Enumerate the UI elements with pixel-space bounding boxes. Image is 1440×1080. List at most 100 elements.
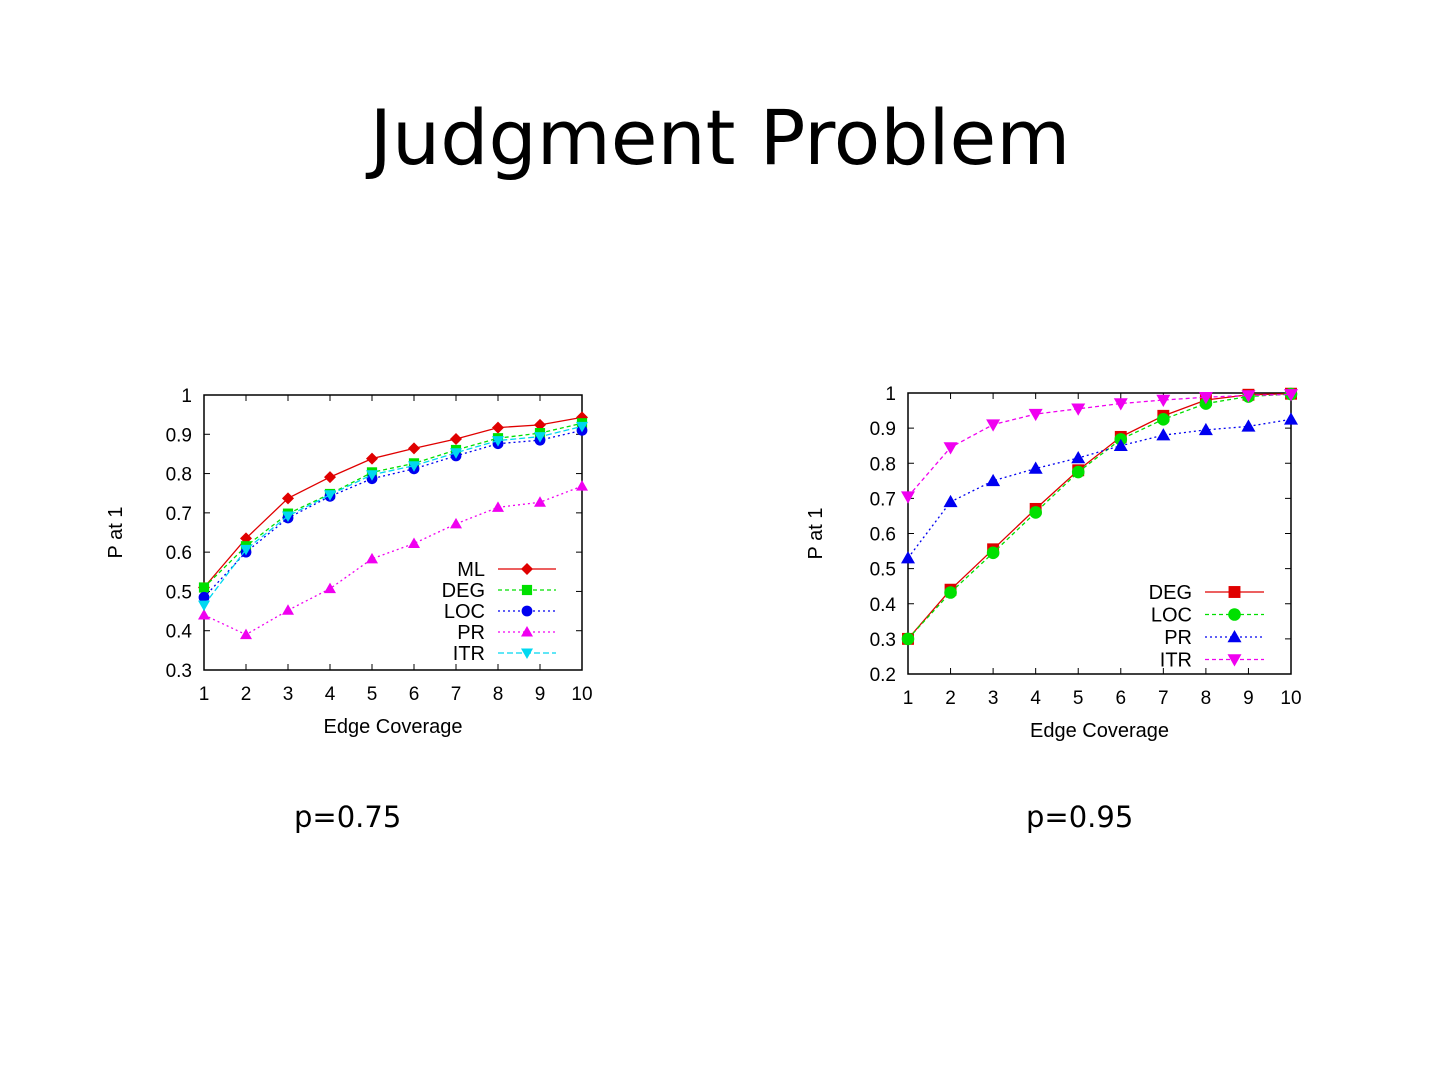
chart0-series-itr-point: [282, 511, 294, 522]
chart1-series-itr-point: [1241, 390, 1256, 403]
chart0-x-tick-label: 5: [367, 684, 378, 705]
chart0-legend-label: ITR: [453, 643, 485, 665]
chart0-series-itr-point: [366, 470, 378, 481]
chart0-series-pr-point: [408, 537, 420, 548]
chart1-y-tick-label: 0.5: [870, 560, 896, 581]
chart1-x-axis-label: Edge Coverage: [1030, 720, 1169, 742]
chart0-x-axis-label: Edge Coverage: [324, 716, 463, 738]
chart1-y-tick-label: 0.6: [870, 525, 896, 546]
chart0-series-pr: [198, 480, 588, 640]
slide-title: Judgment Problem: [369, 93, 1071, 182]
chart0-series-pr-point: [492, 501, 504, 512]
chart1-series-pr-point: [1241, 419, 1256, 432]
chart0-series-deg-line: [203, 422, 583, 588]
chart1-legend-label: ITR: [1160, 650, 1192, 672]
chart1-legend-label: LOC: [1151, 605, 1192, 627]
chart1-legend-label: DEG: [1149, 582, 1192, 604]
chart1-series-loc-point: [944, 586, 957, 599]
chart0-series-pr-point: [534, 496, 546, 507]
chart0-series-loc-point: [198, 591, 210, 603]
chart1-series-loc-point: [1029, 506, 1042, 519]
chart0-series-ml-point: [324, 471, 336, 484]
chart0-series-itr-point: [324, 490, 336, 501]
chart0-series-itr: [198, 421, 588, 612]
chart1-legend-marker: [1228, 586, 1241, 598]
chart1-series-pr: [901, 412, 1298, 564]
chart1-x-tick-label: 8: [1201, 688, 1212, 709]
chart0-legend-marker: [521, 563, 533, 575]
chart1-series-loc-point: [986, 546, 1000, 560]
chart0-legend-item-pr: PR: [457, 622, 556, 644]
chart-p075-svg: 1 2 3 4 5 6 7 8 9 10 0.3 0.4 0.5 0.6 0.7 0.8 0.9 1 Edge Co…: [105, 386, 593, 738]
chart0-series-ml-point: [450, 433, 462, 445]
chart0-legend-marker: [521, 648, 533, 659]
chart0-series-pr-point: [240, 628, 252, 640]
chart0-series-ml-point: [282, 492, 294, 505]
chart1-x-tick-label: 10: [1280, 688, 1301, 709]
chart1-series-itr-point: [1113, 398, 1128, 411]
chart0-y-tick-label: 0.5: [166, 582, 192, 603]
chart1-series-pr-point: [943, 494, 958, 508]
chart1-series-itr-point: [1156, 394, 1171, 408]
chart1-series-loc-point: [1071, 465, 1085, 479]
chart1-y-tick-label: 0.3: [870, 630, 896, 651]
chart1-series-loc-line: [907, 393, 1292, 640]
chart0-legend-item-loc: LOC: [444, 601, 556, 623]
chart0-legend-label: ML: [457, 559, 485, 581]
chart0-y-tick-label: 0.7: [166, 504, 192, 525]
chart0-x-tick-label: 8: [493, 684, 504, 705]
chart0-legend-marker: [521, 626, 533, 637]
chart-p075: 1 2 3 4 5 6 7 8 9 10 0.3 0.4 0.5 0.6 0.7 0.8 0.9 1 Edge Co…: [100, 380, 620, 750]
chart1-series-pr-point: [1028, 461, 1043, 474]
chart1-y-tick-label: 0.8: [870, 454, 896, 475]
chart0-series-ml-point: [492, 421, 504, 434]
chart1-series-pr-point: [986, 473, 1001, 487]
chart0-x-tick-label: 3: [283, 684, 294, 705]
chart0-series-deg-point: [198, 582, 210, 593]
chart0-series-itr-point: [198, 600, 210, 612]
chart0-x-tick-label: 4: [325, 684, 336, 705]
chart0-series-pr-point: [198, 609, 210, 620]
chart0-series-pr-point: [282, 604, 294, 615]
chart1-series-pr-point: [1198, 422, 1213, 436]
chart0-plot-frame: [203, 394, 583, 671]
chart1-series-pr-point: [901, 551, 915, 564]
chart1-series-pr-point: [1113, 438, 1128, 451]
chart0-series-itr-point: [408, 461, 420, 472]
chart0-x-tick-label: 1: [199, 684, 210, 705]
chart0-legend-label: LOC: [444, 601, 485, 623]
chart0-series-pr-point: [576, 480, 588, 491]
chart1-series-loc: [901, 387, 1298, 646]
chart0-y-tick-label: 0.9: [166, 425, 192, 446]
chart1-legend-item-itr: ITR: [1160, 650, 1264, 672]
chart0-series-pr-point: [324, 582, 336, 594]
chart0-y-tick-label: 0.3: [166, 661, 192, 682]
chart1-x-tick-label: 3: [988, 688, 999, 709]
chart1-series-pr-point: [1156, 428, 1171, 441]
chart0-series-loc: [198, 424, 588, 603]
chart1-y-tick-label: 0.4: [870, 595, 897, 616]
chart0-legend-item-ml: ML: [457, 559, 556, 581]
chart1-series-pr-line: [907, 418, 1292, 559]
chart0-legend-marker: [521, 605, 533, 617]
chart0-y-tick-label: 1: [181, 386, 192, 407]
chart1-x-tick-label: 5: [1073, 688, 1084, 709]
chart1-legend-label: PR: [1164, 627, 1192, 649]
chart0-series-itr-point: [576, 421, 588, 433]
chart1-y-tick-label: 0.7: [870, 489, 896, 510]
chart0-y-tick-label: 0.4: [166, 622, 193, 643]
chart0-x-tick-label: 7: [451, 684, 462, 705]
chart0-series-ml-point: [534, 418, 546, 431]
chart1-x-tick-label: 6: [1115, 688, 1126, 709]
chart0-series-itr-point: [534, 432, 546, 443]
chart0-series-itr-line: [203, 425, 583, 606]
chart0-series-ml-line: [203, 416, 583, 588]
chart0-series-ml-point: [366, 452, 378, 465]
chart0-series-itr-point: [450, 448, 462, 459]
chart0-series-pr-point: [366, 552, 378, 564]
chart1-series-loc-point: [901, 632, 915, 646]
chart0-series-loc-line: [203, 429, 583, 598]
chart1-y-tick-label: 0.2: [870, 665, 896, 686]
chart1-x-tick-label: 1: [903, 688, 914, 709]
chart0-y-axis-label: P at 1: [105, 507, 127, 559]
